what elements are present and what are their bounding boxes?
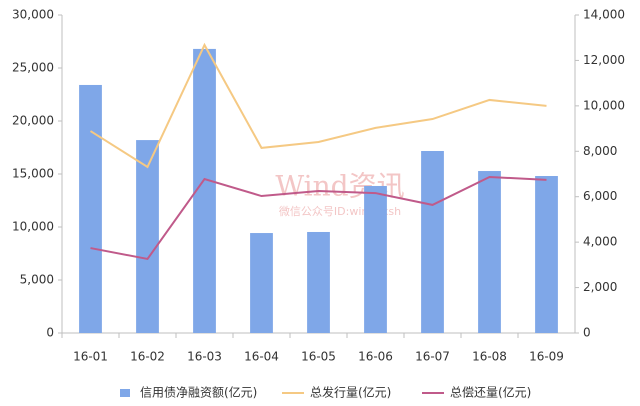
line (90, 175, 547, 261)
y2-tick-label: 4,000 (583, 235, 617, 249)
bar (136, 140, 159, 333)
x-tick-label: 16-09 (529, 350, 564, 364)
y2-tick-label: 2,000 (583, 280, 617, 294)
x-tick-label: 16-05 (301, 350, 336, 364)
x-tick-label: 16-08 (472, 350, 507, 364)
bar (193, 48, 216, 334)
x-tick-label: 16-06 (358, 350, 393, 364)
legend-label: 信用债净融资额(亿元) (140, 385, 257, 400)
x-tick-label: 16-03 (187, 350, 222, 364)
x-tick-label: 16-01 (73, 350, 108, 364)
y2-tick-label: 6,000 (583, 189, 617, 203)
y-tick-label: 20,000 (12, 114, 54, 128)
y-tick-label: 15,000 (12, 167, 54, 181)
y-tick-label: 0 (46, 326, 54, 340)
y2-tick-label: 12,000 (583, 53, 625, 67)
x-tick-label: 16-02 (130, 350, 165, 364)
y2-tick-label: 10,000 (583, 98, 625, 112)
legend-label: 总发行量(亿元) (310, 385, 391, 400)
y2-tick-label: 0 (583, 326, 591, 340)
y-tick-label: 30,000 (12, 8, 54, 22)
y-tick-label: 10,000 (12, 220, 54, 234)
x-tick-label: 16-07 (415, 350, 450, 364)
bar (79, 84, 102, 334)
bar (478, 171, 501, 333)
bar (307, 231, 330, 333)
legend-label: 总偿还量(亿元) (450, 385, 531, 400)
bar (250, 233, 273, 333)
legend-swatch (120, 389, 130, 397)
y2-tick-label: 8,000 (583, 144, 617, 158)
bar (364, 185, 387, 333)
bar (535, 176, 558, 333)
line (89, 42, 547, 169)
x-tick-label: 16-04 (244, 350, 279, 364)
y2-tick-label: 14,000 (583, 8, 625, 22)
y-tick-label: 5,000 (20, 273, 54, 287)
bar (421, 150, 444, 333)
y-tick-label: 25,000 (12, 61, 54, 75)
